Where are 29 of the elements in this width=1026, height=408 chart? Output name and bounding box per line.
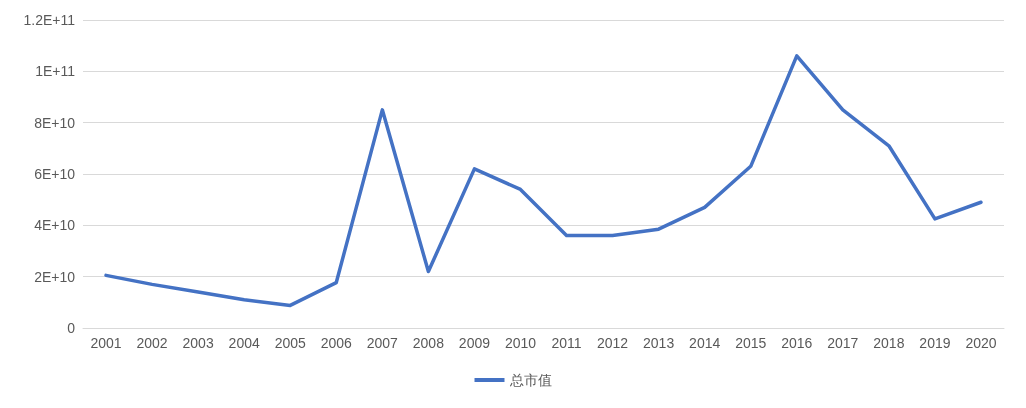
x-tick-label: 2010 (504, 335, 537, 351)
x-tick-label: 2020 (965, 335, 997, 351)
x-tick-label: 2017 (827, 335, 859, 351)
x-tick-label: 2012 (597, 335, 629, 351)
x-tick-label: 2011 (551, 335, 582, 351)
x-tick-label: 2008 (412, 335, 445, 351)
y-tick-label: 4E+10 (34, 217, 76, 234)
x-tick-label: 2003 (182, 335, 214, 351)
line-series (104, 54, 983, 308)
x-tick-label: 2019 (919, 335, 951, 351)
y-tick-label: 6E+10 (34, 166, 76, 182)
x-tick-label: 2002 (136, 335, 168, 351)
x-tick-label: 2018 (873, 335, 905, 351)
y-tick-label: 1E+11 (35, 63, 76, 80)
x-tick-label: 2001 (90, 335, 122, 351)
y-tick-label: 8E+10 (34, 114, 76, 131)
x-tick-label: 2014 (689, 335, 721, 351)
y-tick-label: 0 (67, 320, 76, 336)
y-tick-label: 1.2E+11 (23, 12, 76, 28)
x-tick-label: 2009 (458, 335, 491, 351)
x-tick-label: 2004 (228, 335, 260, 351)
x-tick-label: 2016 (781, 335, 813, 351)
x-tick-label: 2007 (366, 335, 399, 351)
x-tick-label: 2006 (320, 335, 353, 351)
legend-label: 总市值 (508, 372, 552, 388)
y-tick-label: 2E+10 (34, 268, 76, 285)
x-tick-label: 2005 (274, 335, 307, 351)
x-tick-label: 2015 (735, 335, 767, 351)
x-tick-label: 2013 (643, 335, 675, 351)
